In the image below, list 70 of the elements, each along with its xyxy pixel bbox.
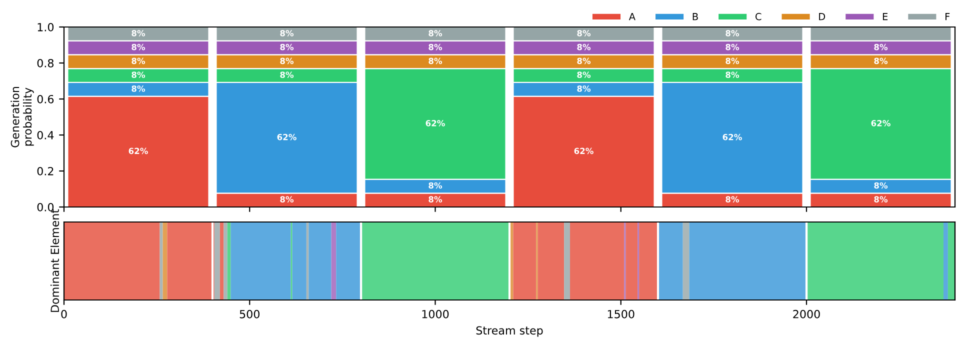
data-label: 62% xyxy=(574,148,594,154)
data-label: 8% xyxy=(428,44,442,50)
data-label: 8% xyxy=(132,44,146,50)
data-label: 62% xyxy=(277,134,296,140)
x-tick-label: 1500 xyxy=(608,310,634,318)
data-label: 8% xyxy=(874,182,888,189)
x-tick-label: 500 xyxy=(240,310,260,318)
bar xyxy=(689,222,808,300)
data-label: 8% xyxy=(132,85,146,92)
data-label: 8% xyxy=(874,196,888,202)
data-label: 8% xyxy=(428,196,442,202)
data-label: 62% xyxy=(426,120,445,126)
bar xyxy=(220,222,224,300)
legend-label: C xyxy=(756,12,762,20)
x-tick-label: 1000 xyxy=(422,310,449,318)
data-label: 8% xyxy=(577,85,591,92)
data-label: 62% xyxy=(128,148,148,154)
data-label: 8% xyxy=(874,58,888,64)
data-label: 8% xyxy=(874,44,888,50)
x-tick-label: 2000 xyxy=(793,310,820,318)
data-label: 8% xyxy=(132,58,146,64)
bar xyxy=(160,222,163,300)
data-label: 8% xyxy=(577,44,591,50)
bar xyxy=(331,222,336,300)
data-label: 8% xyxy=(428,58,442,64)
bar xyxy=(308,222,332,300)
data-label: 8% xyxy=(132,72,146,78)
bar xyxy=(943,222,948,300)
bar xyxy=(658,222,683,300)
data-label: 62% xyxy=(722,134,742,140)
legend-label: D xyxy=(819,13,826,20)
bar xyxy=(336,222,362,300)
data-label: 8% xyxy=(726,196,740,202)
data-label: 8% xyxy=(726,44,740,50)
bar xyxy=(808,222,944,300)
x-tick-label: 0 xyxy=(61,310,67,318)
data-label: 8% xyxy=(280,196,294,202)
legend-label: A xyxy=(628,13,636,20)
data-label: 8% xyxy=(577,72,591,78)
bar xyxy=(224,222,228,300)
x-axis-title: Stream step xyxy=(476,326,543,337)
y-tick-label: 0.6 xyxy=(37,94,54,104)
legend-label: F xyxy=(946,13,950,20)
bar xyxy=(682,222,690,300)
y-tick-label: 0.2 xyxy=(37,166,54,176)
bar xyxy=(167,222,214,300)
y-tick-label: 0.8 xyxy=(37,58,54,68)
y-axis-title: Generation probability xyxy=(10,86,34,148)
data-label: 8% xyxy=(726,30,740,36)
bar xyxy=(564,222,570,300)
y-axis-title: Dominant Element xyxy=(50,209,60,312)
y-tick-label: 0.4 xyxy=(37,130,54,140)
data-label: 62% xyxy=(871,120,890,126)
data-label: 8% xyxy=(280,72,294,78)
data-label: 8% xyxy=(577,30,591,36)
data-label: 8% xyxy=(428,30,442,36)
bar xyxy=(362,222,510,300)
bar xyxy=(214,222,220,300)
data-label: 8% xyxy=(726,58,740,64)
data-label: 8% xyxy=(280,58,294,64)
legend-label: E xyxy=(882,13,888,20)
data-label: 8% xyxy=(280,44,294,50)
data-label: 8% xyxy=(132,30,146,36)
data-label: 8% xyxy=(428,182,442,189)
y-tick-label: 0.0 xyxy=(37,202,54,212)
legend-label: B xyxy=(692,13,698,20)
data-label: 8% xyxy=(726,72,740,78)
y-tick-label: 1.0 xyxy=(38,22,54,32)
data-label: 8% xyxy=(577,58,591,64)
data-label: 8% xyxy=(280,30,294,36)
